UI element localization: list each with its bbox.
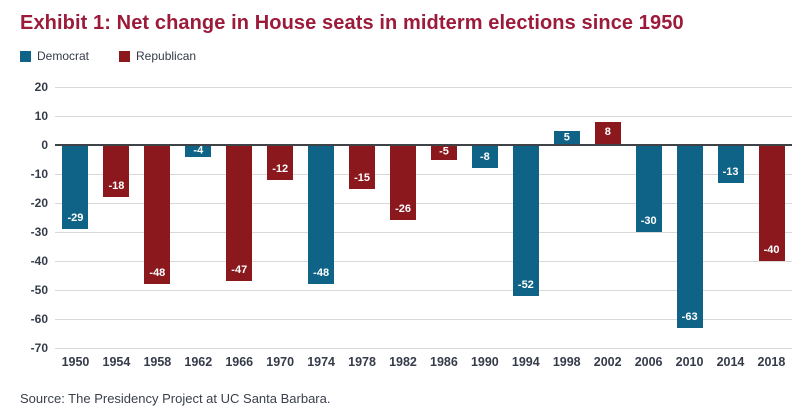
y-tick-label: 0 <box>41 138 48 152</box>
bar-1978: -15 <box>349 145 376 189</box>
bar-2002: 8 <box>594 121 621 145</box>
bar-2006: -30 <box>635 145 662 232</box>
legend-swatch-icon <box>20 50 31 62</box>
x-tick-label: 1954 <box>102 355 131 369</box>
bar-1998: 5 <box>553 130 580 145</box>
legend-swatch-icon <box>119 50 131 62</box>
bar-value-label: -15 <box>354 171 371 184</box>
x-tick-label: 1974 <box>307 355 335 369</box>
bar-1958: -48 <box>144 145 171 285</box>
x-tick-label: 1998 <box>552 355 581 369</box>
legend-label: Republican <box>136 49 197 63</box>
gridline-y-30 <box>55 231 792 233</box>
x-tick-label: 1962 <box>184 355 213 369</box>
x-tick-label: 2006 <box>634 355 663 369</box>
x-tick-label: 1950 <box>61 355 90 369</box>
x-tick-label: 2002 <box>593 355 622 369</box>
bar-2018: -40 <box>758 145 785 261</box>
x-tick-label: 1978 <box>348 355 376 369</box>
bar-value-label: -4 <box>193 144 204 157</box>
x-tick-label: 2014 <box>716 355 745 369</box>
bar-value-label: -26 <box>395 203 411 216</box>
bar-value-label: -63 <box>681 310 698 323</box>
legend-item-republican: Republican <box>119 49 196 63</box>
chart-legend: Democrat Republican <box>20 49 792 63</box>
bar-2014: -13 <box>717 145 744 183</box>
y-tick-label: -60 <box>30 312 48 326</box>
x-tick-label: 1982 <box>389 355 417 369</box>
gridline-y-70 <box>55 347 792 349</box>
x-tick-label: 1994 <box>511 355 540 369</box>
bar-value-label: -18 <box>108 180 125 193</box>
source-note: Source: The Presidency Project at UC San… <box>20 391 331 406</box>
bar-value-label: -8 <box>480 151 490 164</box>
bar-value-label: -48 <box>149 267 166 280</box>
plot-area: 20 10 0 -10 -20 -30 -40 -50 -60 -70 -29 -18 -48 -4 -47… <box>31 80 792 355</box>
y-tick-label: -20 <box>30 196 48 210</box>
bar-value-label: -30 <box>640 215 657 227</box>
bar-value-label: 5 <box>563 131 570 144</box>
bar-1974: -48 <box>308 145 335 285</box>
bar-value-label: -40 <box>763 244 780 256</box>
bar-value-label: -48 <box>313 267 330 280</box>
y-tick-label: 20 <box>34 80 48 94</box>
zero-axis-line <box>55 144 792 146</box>
x-axis-labels: 1950 1954 1958 1962 1966 1970 1974 1978 1982 1986… <box>55 355 792 369</box>
bar-value-label: -12 <box>272 162 289 175</box>
x-tick-label: 1990 <box>470 355 499 369</box>
bar-1966: -47 <box>226 145 253 282</box>
legend-label: Democrat <box>37 49 90 63</box>
gridline-y20 <box>55 86 792 88</box>
bar-1962: -4 <box>185 144 212 157</box>
x-tick-label: 2018 <box>757 355 786 369</box>
bar-1982: -26 <box>390 145 417 221</box>
bar-1986: -5 <box>430 145 457 160</box>
chart-title: Exhibit 1: Net change in House seats in … <box>20 12 684 34</box>
gridline-y-10 <box>55 173 792 175</box>
bar-1950: -29 <box>62 145 89 230</box>
x-tick-label: 2010 <box>675 355 704 369</box>
x-tick-label: 1958 <box>143 355 172 369</box>
bar-value-label: 8 <box>604 125 611 138</box>
bar-1990: -8 <box>471 145 498 169</box>
bar-2010: -63 <box>676 145 703 328</box>
bar-1994: -52 <box>512 145 539 296</box>
y-tick-label: -50 <box>30 283 48 297</box>
y-tick-label: 10 <box>34 109 48 123</box>
bar-1954: -18 <box>103 145 130 198</box>
bar-value-label: -5 <box>439 145 449 158</box>
y-tick-label: -10 <box>30 167 48 181</box>
gridline-y10 <box>55 115 792 117</box>
gridline-y-60 <box>55 318 792 320</box>
y-tick-label: -70 <box>30 341 48 355</box>
bar-value-label: -29 <box>67 212 84 225</box>
bar-1970: -12 <box>267 145 294 180</box>
gridline-y-20 <box>55 202 792 204</box>
bar-value-label: -47 <box>231 264 248 277</box>
x-tick-label: 1986 <box>430 355 458 369</box>
bar-value-label: -13 <box>722 165 739 178</box>
legend-item-democrat: Democrat <box>20 49 89 63</box>
bar-value-label: -52 <box>517 278 534 291</box>
plot-area-wrapper: 20 10 0 -10 -20 -30 -40 -50 -60 -70 -29 -18 -48 -4 -47… <box>31 80 792 369</box>
x-tick-label: 1970 <box>266 355 295 369</box>
x-tick-label: 1966 <box>225 355 254 369</box>
gridline-y-50 <box>55 289 792 291</box>
y-tick-label: -30 <box>30 225 48 239</box>
y-tick-label: -40 <box>30 254 48 268</box>
gridline-y-40 <box>55 260 792 262</box>
